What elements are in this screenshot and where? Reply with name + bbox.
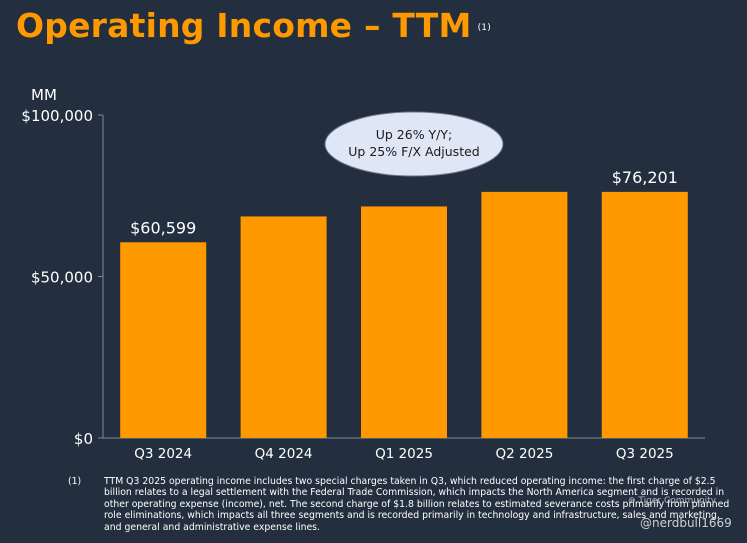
y-tick-label: $50,000 [31,269,93,287]
bar [120,242,207,438]
watermark-logo: ⊛ Tiger Community [628,496,716,506]
page-title: Operating Income – TTM (1) [16,6,491,45]
x-tick-label: Q3 2025 [616,446,674,462]
unit-label: MM [31,86,57,104]
x-tick-label: Q1 2025 [375,446,433,462]
watermark-logo-icon: ⊛ [628,496,639,506]
annotation-bubble: Up 26% Y/Y; Up 25% F/X Adjusted [324,111,504,177]
bar [361,206,447,438]
annotation-line-1: Up 26% Y/Y; [376,127,453,142]
title-text: Operating Income – TTM [16,6,472,45]
y-tick-label: $100,000 [21,107,93,125]
annotation-line-2: Up 25% F/X Adjusted [348,144,479,159]
annotation-ellipse [324,111,504,177]
x-tick-label: Q4 2024 [255,446,313,462]
watermark-logo-text: Tiger Community [638,496,717,506]
bar [481,191,568,438]
y-tick-label: $0 [74,430,93,448]
x-tick-label: Q3 2024 [134,446,192,462]
footnote-text: TTM Q3 2025 operating income includes tw… [104,476,730,533]
bar [240,216,327,438]
bar [601,191,688,438]
bar-chart: MM $0 $50,000 $100,000 Q3 2024 Q4 2024 Q1 20… [21,86,705,462]
x-tick-label: Q2 2025 [495,446,553,462]
footnote-marker: (1) [68,476,82,487]
data-label: $76,201 [612,168,678,187]
watermark-handle: @nerdbull1669 [640,516,732,530]
title-footnote-marker: (1) [477,22,491,33]
data-label: $60,599 [130,218,196,237]
